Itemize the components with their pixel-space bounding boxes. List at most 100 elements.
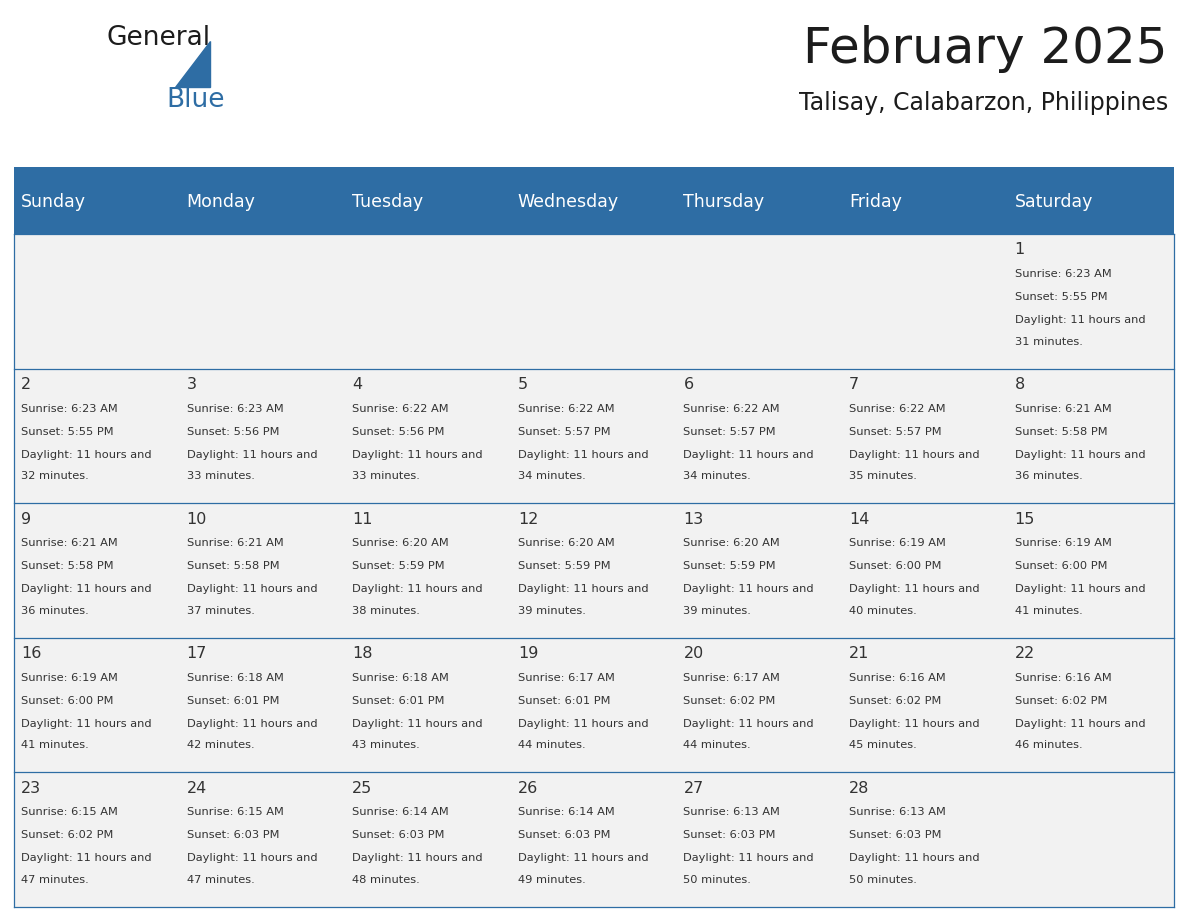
Text: 11: 11 bbox=[352, 511, 373, 527]
Text: 12: 12 bbox=[518, 511, 538, 527]
Text: Sunrise: 6:19 AM: Sunrise: 6:19 AM bbox=[21, 673, 118, 683]
Bar bbox=[179, 369, 346, 503]
Text: Daylight: 11 hours and: Daylight: 11 hours and bbox=[683, 450, 814, 460]
Text: Sunrise: 6:22 AM: Sunrise: 6:22 AM bbox=[518, 404, 614, 414]
Text: Sunset: 5:59 PM: Sunset: 5:59 PM bbox=[683, 561, 776, 571]
Text: 21: 21 bbox=[849, 646, 870, 661]
Text: 32 minutes.: 32 minutes. bbox=[21, 471, 89, 481]
Text: Sunset: 5:58 PM: Sunset: 5:58 PM bbox=[21, 561, 114, 571]
Bar bbox=[346, 234, 511, 369]
Text: 20: 20 bbox=[683, 646, 703, 661]
Text: Sunrise: 6:17 AM: Sunrise: 6:17 AM bbox=[683, 673, 781, 683]
Text: Daylight: 11 hours and: Daylight: 11 hours and bbox=[683, 584, 814, 594]
Text: Sunset: 6:02 PM: Sunset: 6:02 PM bbox=[683, 696, 776, 706]
Bar bbox=[511, 503, 677, 638]
Text: Friday: Friday bbox=[849, 193, 902, 211]
Text: 16: 16 bbox=[21, 646, 42, 661]
Text: Daylight: 11 hours and: Daylight: 11 hours and bbox=[849, 450, 980, 460]
Text: Thursday: Thursday bbox=[683, 193, 765, 211]
Text: Tuesday: Tuesday bbox=[352, 193, 423, 211]
Text: 36 minutes.: 36 minutes. bbox=[21, 606, 89, 616]
Bar bbox=[677, 234, 842, 369]
Text: Daylight: 11 hours and: Daylight: 11 hours and bbox=[683, 853, 814, 863]
Bar bbox=[511, 638, 677, 772]
Bar bbox=[1009, 772, 1174, 907]
Text: 3: 3 bbox=[187, 377, 196, 392]
Text: 5: 5 bbox=[518, 377, 527, 392]
Polygon shape bbox=[175, 41, 210, 87]
Text: Sunrise: 6:14 AM: Sunrise: 6:14 AM bbox=[352, 808, 449, 817]
Bar bbox=[14, 369, 179, 503]
Text: Sunrise: 6:22 AM: Sunrise: 6:22 AM bbox=[849, 404, 946, 414]
Bar bbox=[14, 772, 179, 907]
Bar bbox=[346, 369, 511, 503]
Text: Sunrise: 6:13 AM: Sunrise: 6:13 AM bbox=[683, 808, 781, 817]
Bar bbox=[1009, 369, 1174, 503]
Text: Daylight: 11 hours and: Daylight: 11 hours and bbox=[1015, 584, 1145, 594]
Text: 41 minutes.: 41 minutes. bbox=[1015, 606, 1082, 616]
Text: Wednesday: Wednesday bbox=[518, 193, 619, 211]
Text: 37 minutes.: 37 minutes. bbox=[187, 606, 254, 616]
Text: 13: 13 bbox=[683, 511, 703, 527]
Text: 8: 8 bbox=[1015, 377, 1025, 392]
Text: Monday: Monday bbox=[187, 193, 255, 211]
Bar bbox=[1009, 234, 1174, 369]
Text: Sunrise: 6:13 AM: Sunrise: 6:13 AM bbox=[849, 808, 946, 817]
Text: Sunrise: 6:18 AM: Sunrise: 6:18 AM bbox=[352, 673, 449, 683]
Bar bbox=[179, 503, 346, 638]
Bar bbox=[14, 638, 179, 772]
Text: Sunset: 6:03 PM: Sunset: 6:03 PM bbox=[187, 830, 279, 840]
Bar bbox=[511, 369, 677, 503]
Text: 24: 24 bbox=[187, 780, 207, 796]
Text: Daylight: 11 hours and: Daylight: 11 hours and bbox=[1015, 450, 1145, 460]
Text: 47 minutes.: 47 minutes. bbox=[21, 875, 89, 885]
Text: 41 minutes.: 41 minutes. bbox=[21, 740, 89, 750]
Text: Sunrise: 6:23 AM: Sunrise: 6:23 AM bbox=[1015, 269, 1112, 279]
Text: General: General bbox=[107, 25, 211, 50]
Text: 19: 19 bbox=[518, 646, 538, 661]
Bar bbox=[842, 772, 1009, 907]
Text: Daylight: 11 hours and: Daylight: 11 hours and bbox=[352, 584, 482, 594]
Text: Sunrise: 6:21 AM: Sunrise: 6:21 AM bbox=[21, 538, 118, 548]
Bar bbox=[346, 638, 511, 772]
Bar bbox=[842, 503, 1009, 638]
Bar bbox=[14, 167, 1174, 174]
Text: Sunset: 5:57 PM: Sunset: 5:57 PM bbox=[683, 427, 776, 437]
Text: Sunset: 6:00 PM: Sunset: 6:00 PM bbox=[1015, 561, 1107, 571]
Text: Daylight: 11 hours and: Daylight: 11 hours and bbox=[518, 853, 649, 863]
Text: 9: 9 bbox=[21, 511, 31, 527]
Text: Sunset: 6:02 PM: Sunset: 6:02 PM bbox=[849, 696, 941, 706]
Text: 49 minutes.: 49 minutes. bbox=[518, 875, 586, 885]
Text: 28: 28 bbox=[849, 780, 870, 796]
Text: Sunset: 5:58 PM: Sunset: 5:58 PM bbox=[187, 561, 279, 571]
Bar bbox=[1009, 503, 1174, 638]
Text: 40 minutes.: 40 minutes. bbox=[849, 606, 917, 616]
Text: 4: 4 bbox=[352, 377, 362, 392]
Bar bbox=[511, 772, 677, 907]
Text: Talisay, Calabarzon, Philippines: Talisay, Calabarzon, Philippines bbox=[798, 91, 1168, 115]
Text: Sunday: Sunday bbox=[21, 193, 86, 211]
Text: 23: 23 bbox=[21, 780, 42, 796]
Bar bbox=[677, 369, 842, 503]
Text: Sunset: 6:03 PM: Sunset: 6:03 PM bbox=[352, 830, 444, 840]
Text: 7: 7 bbox=[849, 377, 859, 392]
Text: Sunset: 6:02 PM: Sunset: 6:02 PM bbox=[21, 830, 113, 840]
Text: Sunrise: 6:23 AM: Sunrise: 6:23 AM bbox=[187, 404, 283, 414]
Text: Sunrise: 6:22 AM: Sunrise: 6:22 AM bbox=[683, 404, 781, 414]
Text: Sunrise: 6:22 AM: Sunrise: 6:22 AM bbox=[352, 404, 449, 414]
Text: Sunset: 6:01 PM: Sunset: 6:01 PM bbox=[187, 696, 279, 706]
Text: Sunrise: 6:17 AM: Sunrise: 6:17 AM bbox=[518, 673, 614, 683]
Text: Saturday: Saturday bbox=[1015, 193, 1093, 211]
Bar bbox=[14, 234, 179, 369]
Text: Daylight: 11 hours and: Daylight: 11 hours and bbox=[187, 584, 317, 594]
Text: Sunrise: 6:21 AM: Sunrise: 6:21 AM bbox=[1015, 404, 1112, 414]
Text: Daylight: 11 hours and: Daylight: 11 hours and bbox=[683, 719, 814, 729]
Text: Sunset: 5:57 PM: Sunset: 5:57 PM bbox=[518, 427, 611, 437]
Text: Sunset: 5:56 PM: Sunset: 5:56 PM bbox=[187, 427, 279, 437]
Bar bbox=[14, 170, 1174, 234]
Text: Sunrise: 6:14 AM: Sunrise: 6:14 AM bbox=[518, 808, 614, 817]
Text: Sunrise: 6:15 AM: Sunrise: 6:15 AM bbox=[21, 808, 118, 817]
Text: Daylight: 11 hours and: Daylight: 11 hours and bbox=[1015, 719, 1145, 729]
Text: Sunset: 6:00 PM: Sunset: 6:00 PM bbox=[21, 696, 113, 706]
Text: Sunset: 5:59 PM: Sunset: 5:59 PM bbox=[518, 561, 611, 571]
